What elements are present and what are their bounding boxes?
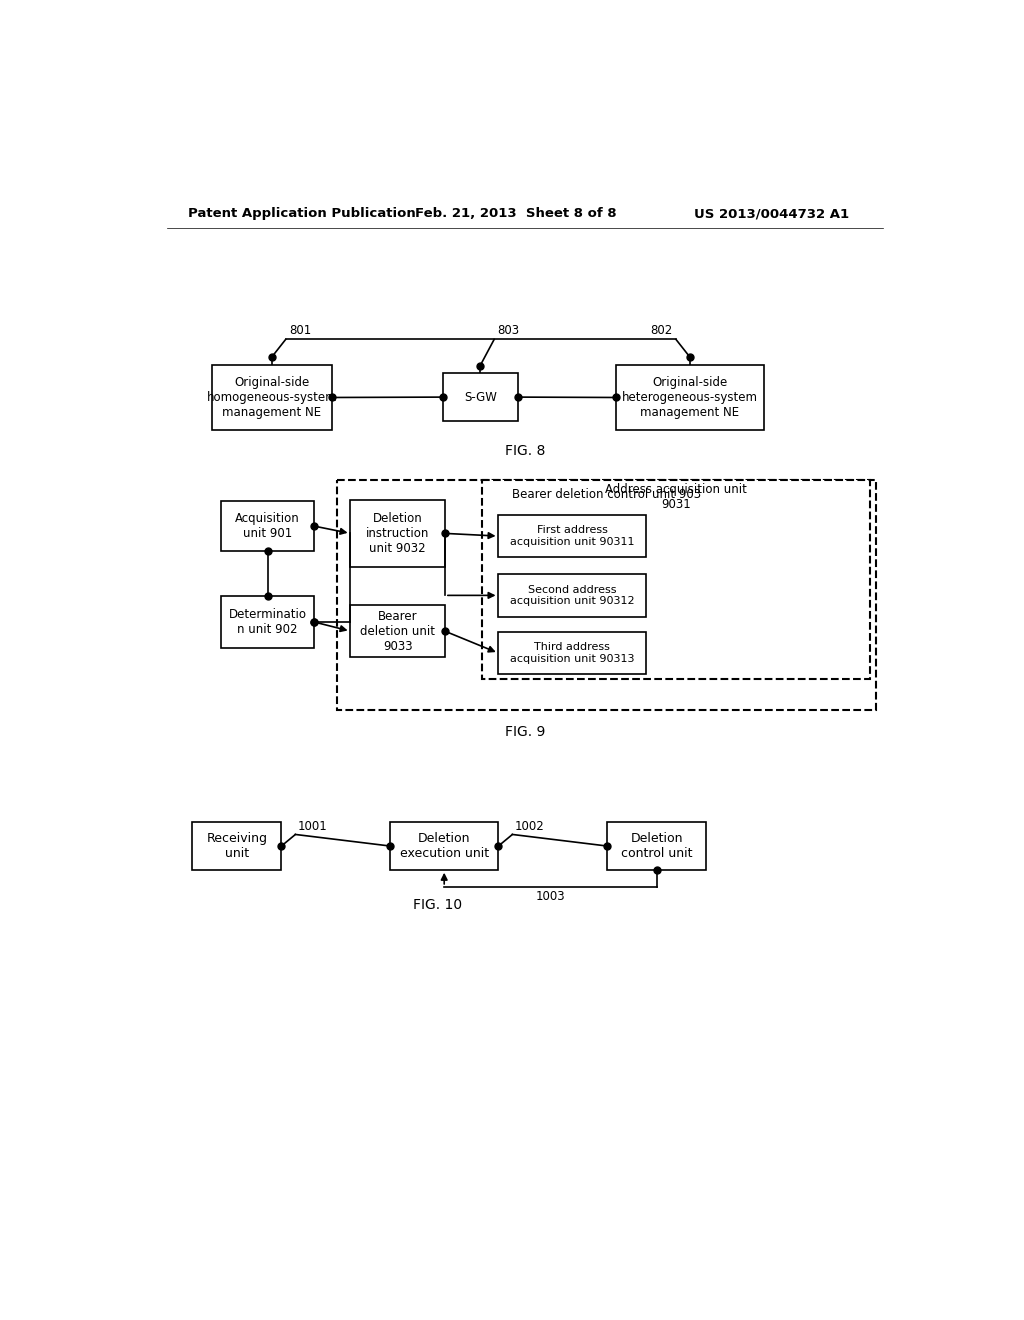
Bar: [499, 574, 646, 616]
Text: Deletion
control unit: Deletion control unit: [621, 832, 692, 861]
Text: Determinatio
n unit 902: Determinatio n unit 902: [228, 609, 306, 636]
Text: First address
acquisition unit 90311: First address acquisition unit 90311: [510, 525, 634, 546]
Text: Deletion
execution unit: Deletion execution unit: [399, 832, 488, 861]
Text: Patent Application Publication: Patent Application Publication: [188, 207, 416, 220]
Bar: [616, 364, 764, 430]
Text: Receiving
unit: Receiving unit: [207, 832, 267, 861]
Text: Original-side
heterogeneous-system
management NE: Original-side heterogeneous-system manag…: [622, 376, 758, 418]
Text: Acquisition
unit 901: Acquisition unit 901: [236, 512, 300, 540]
Text: 1002: 1002: [515, 820, 545, 833]
Text: 1001: 1001: [298, 820, 328, 833]
Text: FIG. 10: FIG. 10: [414, 899, 463, 912]
Bar: [442, 374, 518, 421]
Bar: [499, 632, 646, 675]
Text: 1003: 1003: [536, 890, 565, 903]
Text: Original-side
homogeneous-system
management NE: Original-side homogeneous-system managem…: [207, 376, 337, 418]
Text: S-GW: S-GW: [464, 391, 497, 404]
Text: Bearer deletion control unit 903: Bearer deletion control unit 903: [512, 487, 701, 500]
Text: FIG. 8: FIG. 8: [505, 444, 545, 458]
Text: Address acquisition unit
9031: Address acquisition unit 9031: [605, 483, 746, 511]
Bar: [607, 822, 707, 870]
Bar: [221, 502, 314, 552]
Text: FIG. 9: FIG. 9: [505, 725, 545, 739]
Bar: [350, 499, 445, 568]
Text: 802: 802: [650, 323, 673, 337]
Bar: [221, 595, 314, 648]
Bar: [337, 480, 876, 710]
Text: Deletion
instruction
unit 9032: Deletion instruction unit 9032: [366, 512, 429, 554]
Text: 801: 801: [289, 323, 311, 337]
Text: Third address
acquisition unit 90313: Third address acquisition unit 90313: [510, 643, 634, 664]
Bar: [350, 605, 445, 657]
Text: Feb. 21, 2013  Sheet 8 of 8: Feb. 21, 2013 Sheet 8 of 8: [415, 207, 616, 220]
Text: Second address
acquisition unit 90312: Second address acquisition unit 90312: [510, 585, 635, 606]
Text: Bearer
deletion unit
9033: Bearer deletion unit 9033: [360, 610, 435, 652]
Text: 803: 803: [498, 323, 519, 337]
Bar: [212, 364, 332, 430]
Bar: [390, 822, 499, 870]
Bar: [499, 515, 646, 557]
Bar: [193, 822, 282, 870]
Text: US 2013/0044732 A1: US 2013/0044732 A1: [693, 207, 849, 220]
Bar: [482, 480, 869, 678]
